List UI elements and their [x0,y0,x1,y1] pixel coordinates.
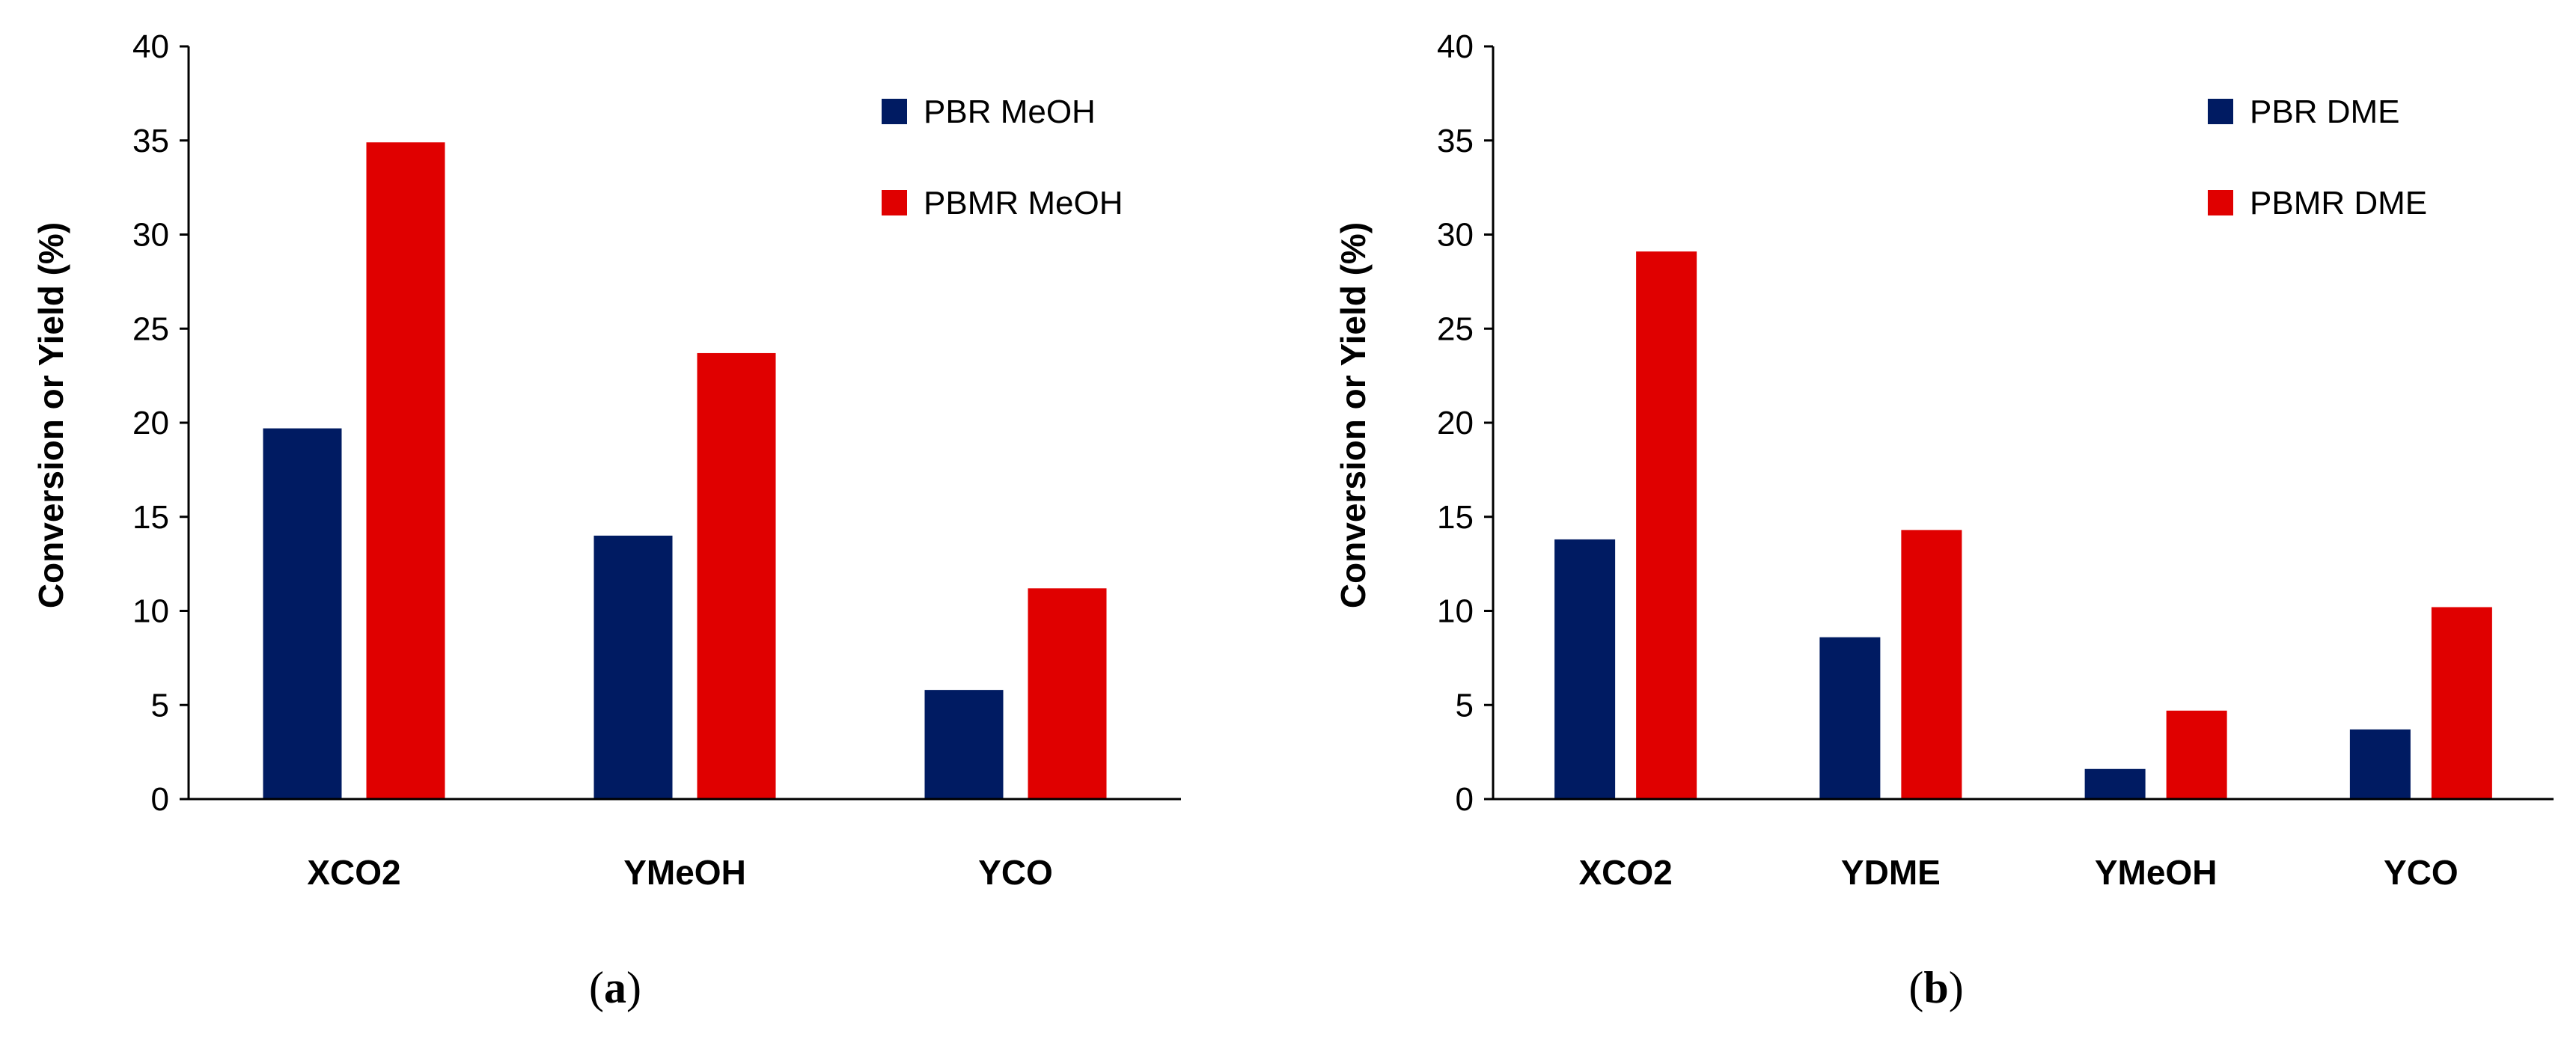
y-ticks-b: 0 5 10 15 20 25 30 35 40 [1437,28,1493,818]
bar-pbr-meoh-xco2 [263,428,342,799]
legend-swatch [2208,99,2233,124]
legend-b: PBR DME PBMR DME [2208,94,2427,221]
bar-pbmr-dme-ydme [1901,530,1962,799]
y-ticks-a: 0 5 10 15 20 25 30 35 40 [132,28,189,818]
bars-a [263,142,1107,799]
x-tick-label: YCO [2384,853,2459,892]
y-tick-label: 20 [1437,405,1474,441]
y-tick-label: 30 [1437,217,1474,254]
legend-swatch [882,190,907,215]
y-tick-label: 15 [1437,499,1474,536]
x-tick-label: YMeOH [2095,853,2218,892]
y-tick-label: 10 [1437,593,1474,630]
x-ticks-a: XCO2 YMeOH YCO [307,853,1052,892]
legend-a: PBR MeOH PBMR MeOH [882,94,1123,221]
x-tick-label: YCO [978,853,1053,892]
y-tick-label: 25 [132,311,169,347]
bar-pbr-dme-ymeoh [2084,768,2146,799]
y-tick-label: 20 [132,405,169,441]
x-tick-label: XCO2 [1578,853,1672,892]
x-tick-label: XCO2 [307,853,400,892]
bar-pbr-meoh-yco [924,690,1004,799]
panel-label-a: (a) [589,963,641,1012]
panel-letter-a: a [604,963,626,1012]
bar-pbr-dme-xco2 [1554,539,1616,799]
bar-pbmr-meoh-yco [1028,588,1107,799]
legend-swatch [882,99,907,124]
y-tick-label: 5 [1456,687,1474,724]
chart-panel-b: Conversion or Yield (%) 0 5 10 15 20 25 30 35 40… [1334,28,2554,1012]
x-tick-label: YDME [1841,853,1941,892]
y-tick-label: 10 [132,593,169,630]
bar-pbr-dme-ydme [1819,637,1881,799]
bars-b [1554,251,2492,799]
y-tick-label: 40 [1437,28,1474,65]
y-tick-label: 25 [1437,311,1474,347]
x-ticks-b: XCO2 YDME YMeOH YCO [1578,853,2458,892]
legend-label: PBR DME [2250,94,2399,130]
y-axis-label-b: Conversion or Yield (%) [1334,222,1373,608]
y-tick-label: 0 [1456,781,1474,818]
y-tick-label: 0 [151,781,169,818]
y-tick-label: 35 [1437,123,1474,159]
legend-label: PBMR DME [2250,185,2427,221]
legend-label: PBR MeOH [924,94,1096,130]
y-tick-label: 35 [132,123,169,159]
legend-swatch [2208,190,2233,215]
bar-pbr-dme-yco [2349,729,2411,799]
x-tick-label: YMeOH [623,853,746,892]
bar-pbmr-meoh-xco2 [366,142,445,799]
legend-label: PBMR MeOH [924,185,1123,221]
bar-pbr-meoh-ymeoh [593,535,673,799]
axes-a [187,46,1181,801]
y-tick-label: 40 [132,28,169,65]
axes-b [1492,46,2554,801]
bar-pbmr-dme-xco2 [1636,251,1697,799]
bar-pbmr-dme-ymeoh [2166,710,2227,799]
bar-pbmr-meoh-ymeoh [697,352,776,799]
y-tick-label: 5 [151,687,169,724]
y-tick-label: 30 [132,217,169,254]
chart-panel-a: Conversion or Yield (%) 0 5 10 15 20 25 30 35 40… [31,28,1181,1012]
panel-letter-b: b [1923,963,1948,1012]
y-axis-label-a: Conversion or Yield (%) [31,222,70,608]
bar-pbmr-dme-yco [2431,607,2492,799]
panel-label-b: (b) [1908,963,1963,1012]
y-tick-label: 15 [132,499,169,536]
